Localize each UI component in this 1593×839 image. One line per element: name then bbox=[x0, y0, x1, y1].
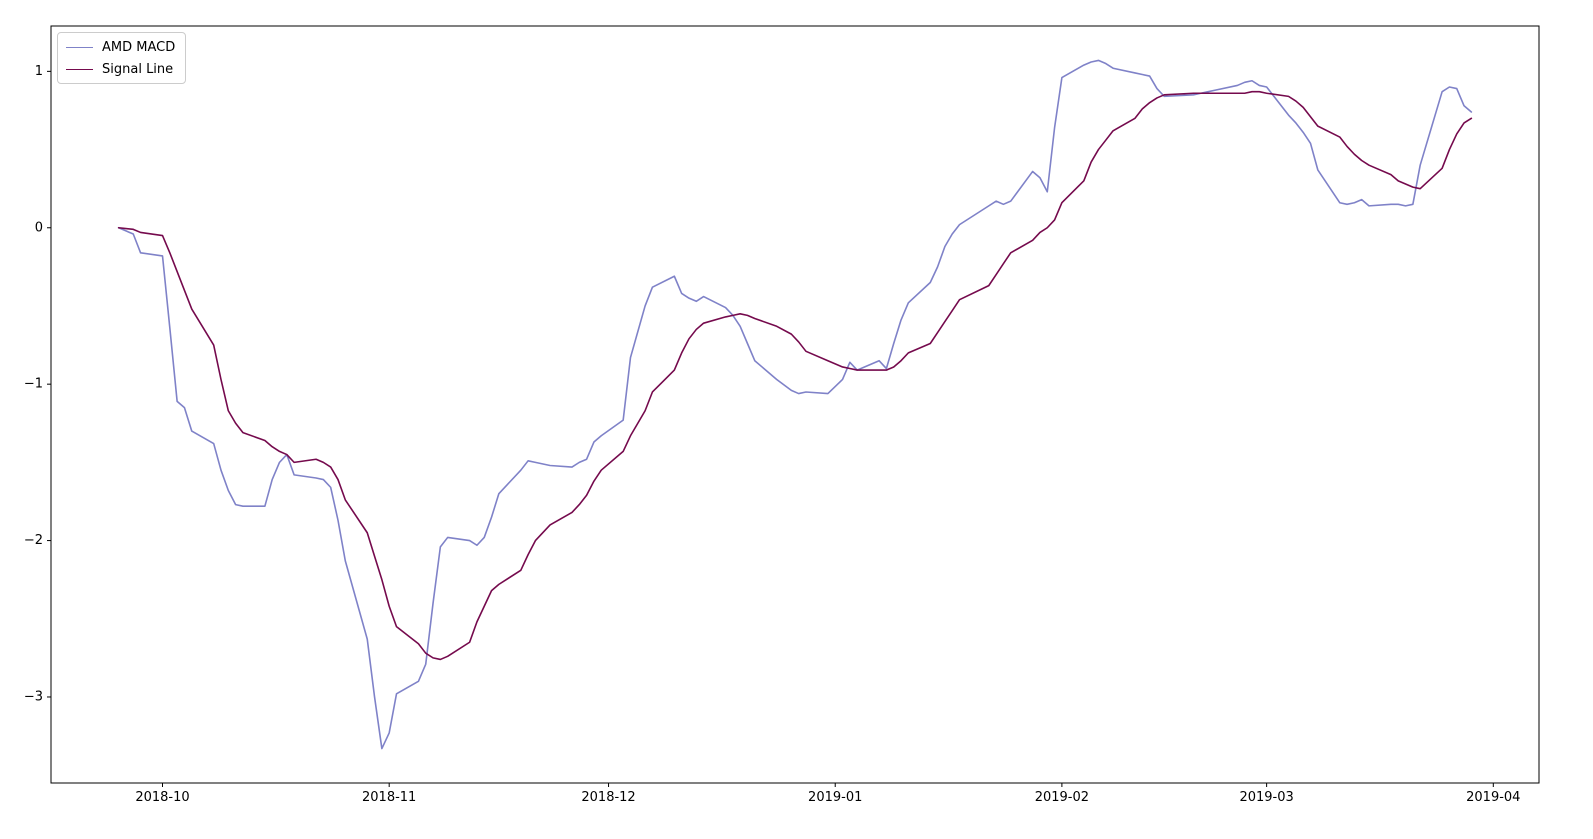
x-tick-label: 2018-11 bbox=[362, 790, 416, 805]
y-tick-label: 0 bbox=[35, 220, 43, 235]
series-line-signal-line bbox=[117, 90, 1473, 661]
legend-row: Signal Line bbox=[66, 60, 175, 78]
y-tick-label: −3 bbox=[24, 689, 43, 704]
x-tick-label: 2019-02 bbox=[1035, 790, 1089, 805]
legend-label: AMD MACD bbox=[102, 39, 176, 55]
y-tick-label: 1 bbox=[35, 64, 43, 79]
legend: AMD MACD Signal Line bbox=[57, 32, 187, 84]
x-tick-label: 2018-10 bbox=[135, 790, 189, 805]
x-tick-label: 2019-01 bbox=[808, 790, 862, 805]
legend-label: Signal Line bbox=[102, 61, 174, 77]
x-tick-label: 2018-12 bbox=[581, 790, 635, 805]
x-tick-label: 2019-03 bbox=[1239, 790, 1293, 805]
plot-frame bbox=[50, 25, 1540, 784]
series-line-amd-macd bbox=[117, 59, 1473, 750]
x-tick-label: 2019-04 bbox=[1466, 790, 1520, 805]
y-tick-label: −2 bbox=[24, 533, 43, 548]
legend-line-swatch bbox=[66, 46, 93, 48]
legend-line-swatch bbox=[66, 68, 93, 70]
legend-row: AMD MACD bbox=[66, 38, 175, 56]
y-tick-label: −1 bbox=[24, 377, 43, 392]
